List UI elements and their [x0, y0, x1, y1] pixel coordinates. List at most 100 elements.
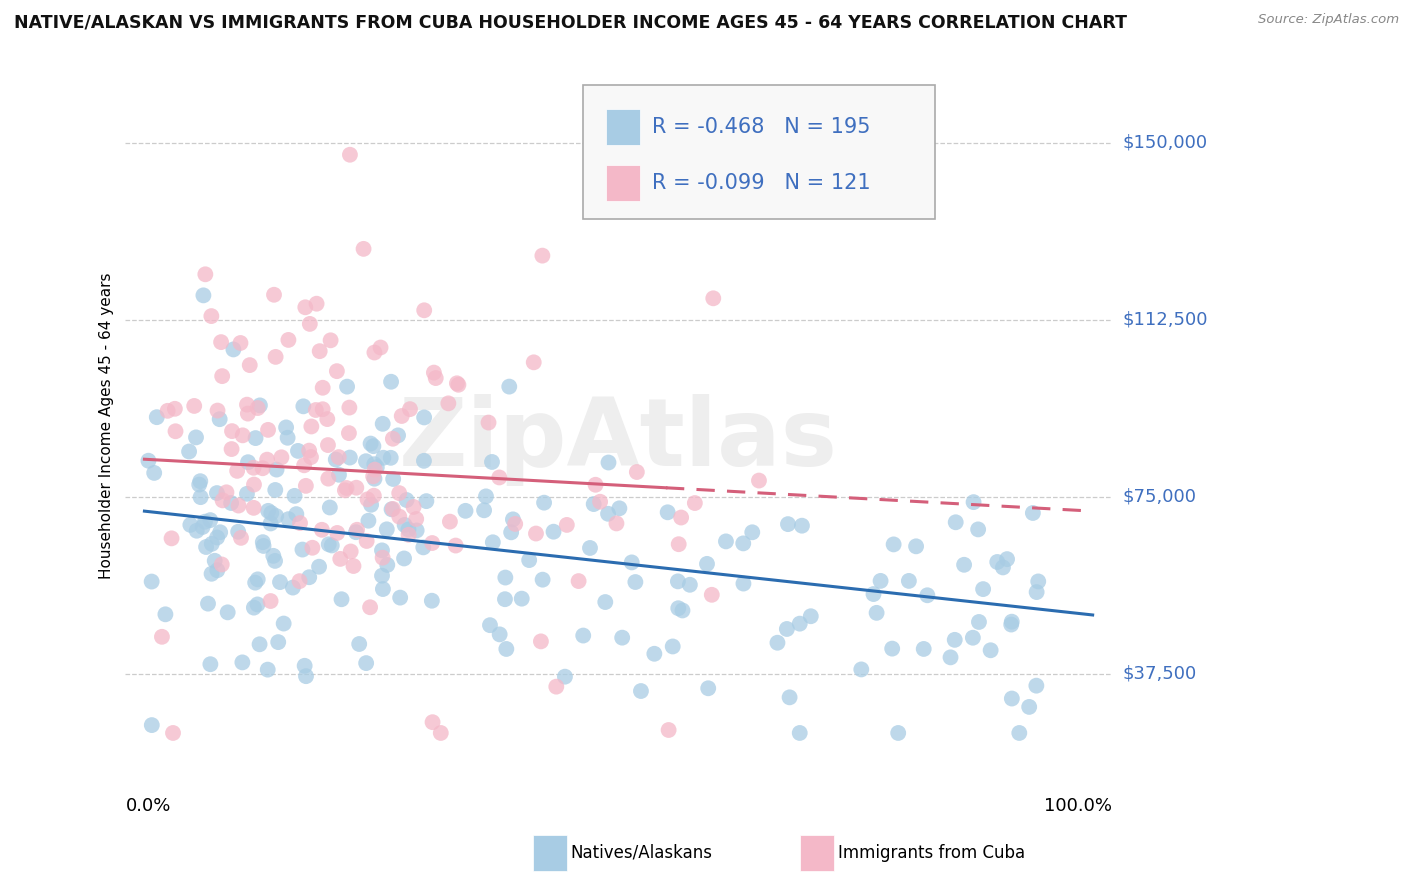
Point: [494, 570, 516, 584]
Point: [531, 249, 554, 263]
Point: [444, 539, 467, 553]
Point: [582, 497, 605, 511]
Point: [887, 726, 910, 740]
Point: [370, 341, 392, 355]
Point: [596, 507, 619, 521]
Point: [530, 634, 553, 648]
Point: [790, 518, 813, 533]
Point: [897, 574, 920, 588]
Point: [292, 400, 315, 414]
Point: [741, 525, 763, 540]
Point: [1000, 617, 1022, 632]
Point: [991, 560, 1014, 574]
Point: [155, 607, 177, 622]
Point: [380, 375, 402, 389]
Point: [326, 525, 349, 540]
Point: [305, 296, 328, 310]
Point: [789, 726, 811, 740]
Point: [395, 493, 418, 508]
Point: [138, 453, 160, 467]
Point: [264, 554, 287, 568]
Point: [141, 574, 163, 589]
Point: [517, 553, 540, 567]
Point: [620, 555, 643, 569]
Point: [277, 431, 299, 445]
Point: [207, 403, 229, 417]
Point: [609, 501, 631, 516]
Point: [295, 479, 318, 493]
Point: [800, 609, 823, 624]
Point: [215, 485, 238, 500]
Point: [605, 516, 627, 531]
Point: [143, 466, 166, 480]
Point: [447, 377, 470, 392]
Point: [714, 534, 737, 549]
Point: [392, 551, 415, 566]
Point: [146, 410, 169, 425]
Point: [430, 726, 453, 740]
Point: [319, 334, 342, 348]
Point: [162, 726, 184, 740]
Point: [595, 595, 617, 609]
Point: [399, 402, 422, 417]
Point: [333, 483, 356, 498]
Point: [200, 513, 222, 527]
Point: [371, 417, 394, 431]
Point: [191, 520, 214, 534]
Point: [733, 576, 755, 591]
Point: [882, 641, 904, 656]
Point: [363, 457, 385, 471]
Point: [165, 424, 187, 438]
Point: [222, 343, 245, 357]
Point: [194, 515, 217, 529]
Point: [311, 523, 333, 537]
Point: [249, 637, 271, 651]
Point: [371, 550, 394, 565]
Point: [357, 514, 380, 528]
Point: [502, 512, 524, 526]
Point: [943, 632, 966, 647]
Point: [1001, 615, 1024, 629]
Point: [249, 398, 271, 412]
Point: [986, 555, 1008, 569]
Point: [344, 481, 367, 495]
Point: [339, 147, 361, 161]
Point: [776, 622, 799, 636]
Point: [420, 536, 443, 550]
Point: [264, 483, 287, 497]
Point: [236, 398, 259, 412]
Point: [209, 335, 232, 350]
Point: [413, 410, 436, 425]
Point: [1026, 574, 1049, 589]
Point: [292, 458, 315, 473]
Point: [316, 472, 339, 486]
Point: [733, 536, 755, 550]
Text: R = -0.468   N = 195: R = -0.468 N = 195: [652, 117, 870, 136]
Point: [246, 401, 269, 415]
Point: [299, 419, 322, 434]
Point: [364, 462, 387, 476]
Point: [204, 554, 226, 568]
Point: [579, 541, 602, 555]
Point: [337, 426, 360, 441]
Point: [394, 517, 416, 532]
Point: [531, 573, 554, 587]
Point: [179, 517, 201, 532]
Point: [439, 515, 461, 529]
Point: [264, 509, 287, 524]
Point: [319, 500, 342, 515]
Point: [277, 512, 299, 526]
Point: [572, 629, 595, 643]
Point: [666, 601, 689, 615]
Text: $37,500: $37,500: [1123, 665, 1197, 683]
Point: [359, 600, 381, 615]
Point: [494, 592, 516, 607]
Point: [305, 403, 328, 417]
Point: [360, 498, 382, 512]
Point: [389, 591, 412, 605]
Point: [287, 443, 309, 458]
Point: [398, 527, 420, 541]
Point: [668, 537, 690, 551]
Y-axis label: Householder Income Ages 45 - 64 years: Householder Income Ages 45 - 64 years: [100, 273, 114, 580]
Point: [316, 438, 339, 452]
